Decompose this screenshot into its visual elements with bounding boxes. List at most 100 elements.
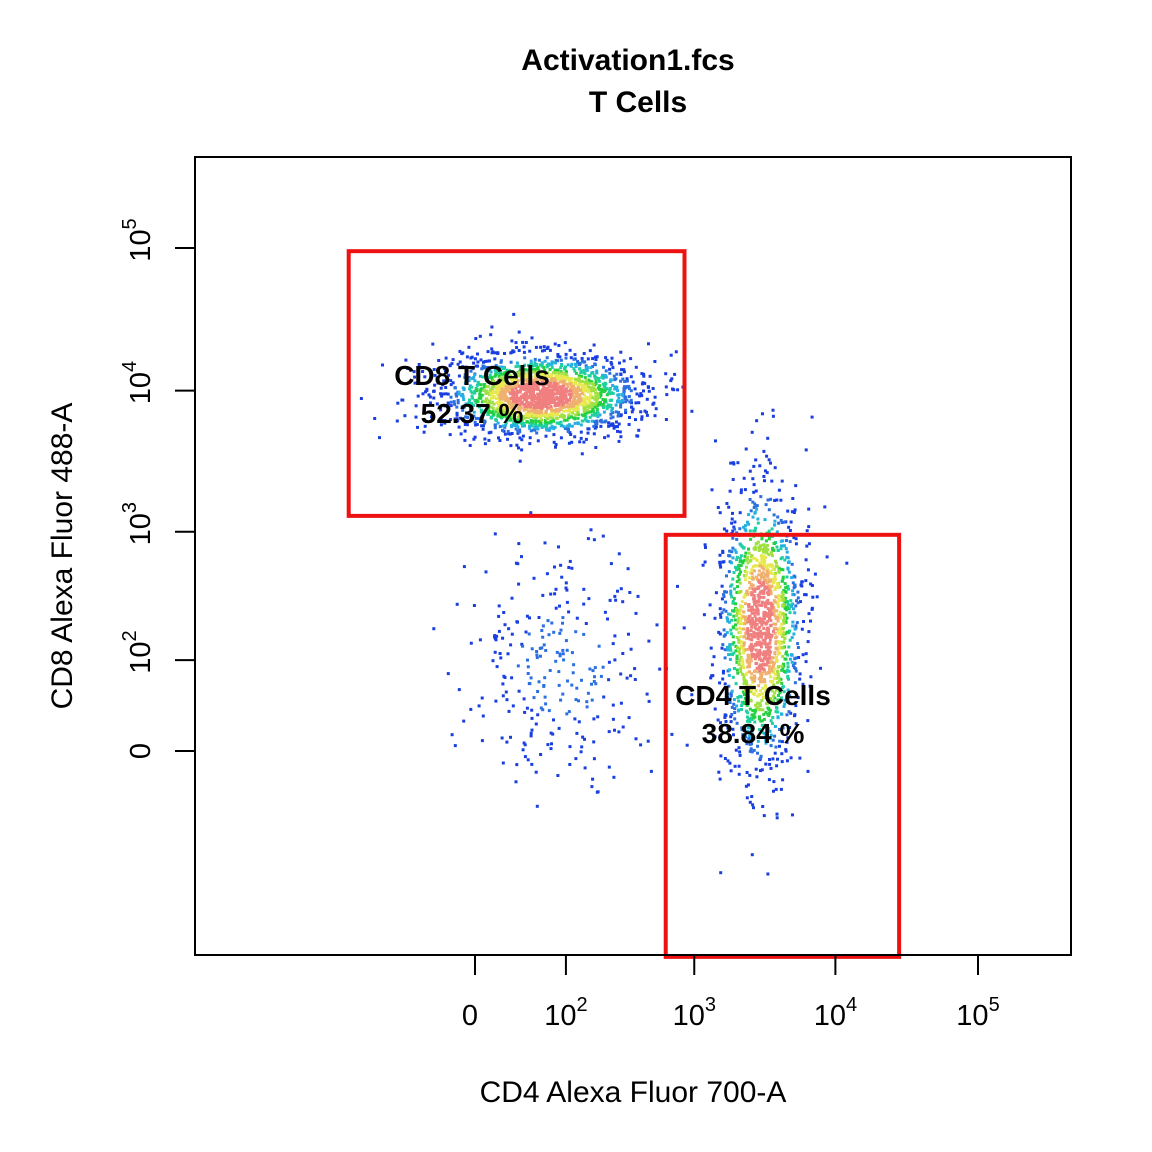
- data-point: [783, 582, 787, 586]
- x-tick-label: 0: [462, 1000, 478, 1032]
- data-point: [792, 586, 796, 590]
- data-point: [570, 651, 574, 655]
- data-point: [767, 553, 771, 557]
- data-point: [509, 735, 512, 739]
- data-point: [738, 560, 742, 563]
- data-point: [777, 694, 780, 697]
- data-point: [747, 522, 751, 526]
- data-point: [778, 628, 782, 631]
- data-point: [470, 385, 474, 389]
- data-point: [499, 360, 503, 364]
- data-point: [533, 361, 537, 365]
- data-point: [767, 508, 771, 512]
- data-point: [575, 616, 579, 620]
- data-point: [511, 388, 514, 392]
- data-point: [557, 545, 560, 549]
- gate-rectangle[interactable]: [663, 532, 902, 959]
- data-point: [433, 373, 437, 377]
- data-point: [785, 550, 789, 554]
- data-point: [761, 412, 764, 416]
- data-point: [747, 608, 751, 612]
- data-point: [616, 393, 620, 397]
- data-point: [579, 430, 583, 434]
- data-point: [481, 427, 485, 431]
- data-point: [414, 415, 418, 419]
- data-point: [576, 403, 580, 407]
- data-point: [764, 762, 768, 766]
- data-point: [789, 756, 793, 760]
- data-point: [758, 592, 762, 596]
- data-point: [528, 442, 532, 446]
- data-point: [454, 392, 458, 396]
- data-point: [762, 615, 766, 618]
- data-point: [731, 727, 735, 731]
- data-point: [598, 413, 602, 417]
- data-point: [503, 432, 507, 436]
- data-point: [787, 669, 791, 673]
- data-point: [550, 742, 553, 746]
- data-point: [760, 723, 764, 727]
- data-point: [568, 559, 572, 563]
- data-point: [570, 377, 573, 380]
- data-point: [722, 593, 726, 597]
- data-point: [535, 380, 539, 384]
- data-point: [522, 374, 526, 378]
- data-point: [554, 445, 557, 449]
- data-point: [740, 645, 744, 649]
- data-point: [603, 610, 607, 614]
- data-point: [559, 698, 563, 702]
- data-point: [767, 612, 771, 616]
- data-point: [582, 369, 586, 372]
- data-point: [637, 401, 641, 405]
- data-point: [758, 561, 762, 565]
- data-point: [568, 763, 572, 766]
- data-point: [517, 582, 521, 586]
- plot-frame: [194, 156, 1072, 956]
- data-point: [534, 419, 538, 423]
- data-point: [762, 650, 766, 654]
- data-point: [533, 403, 537, 407]
- data-point: [627, 632, 630, 636]
- data-point: [655, 623, 659, 627]
- data-point: [669, 379, 673, 383]
- data-point: [765, 645, 768, 649]
- data-point: [584, 378, 588, 382]
- data-point: [618, 361, 621, 365]
- data-point: [781, 778, 785, 782]
- data-point: [624, 408, 628, 412]
- data-point: [621, 398, 624, 402]
- data-point: [489, 415, 493, 419]
- gate-rectangle[interactable]: [346, 249, 687, 518]
- data-point: [604, 382, 608, 386]
- data-point: [769, 719, 773, 723]
- data-point: [476, 360, 480, 364]
- data-point: [749, 509, 753, 513]
- data-point: [796, 590, 800, 594]
- data-point: [658, 667, 662, 671]
- data-point: [590, 682, 593, 686]
- data-point: [732, 597, 736, 601]
- data-point: [778, 739, 782, 743]
- data-point: [779, 614, 783, 618]
- data-point: [423, 375, 427, 379]
- data-point: [780, 627, 784, 631]
- data-point: [457, 392, 461, 396]
- data-point: [800, 580, 804, 584]
- data-point: [463, 423, 467, 426]
- data-point: [556, 774, 560, 777]
- data-point: [602, 410, 606, 414]
- data-point: [560, 364, 564, 367]
- data-point: [481, 375, 485, 379]
- data-point: [747, 617, 751, 621]
- data-point: [576, 384, 580, 388]
- data-point: [605, 407, 609, 411]
- data-point: [570, 440, 574, 444]
- data-point: [759, 679, 763, 683]
- data-point: [759, 754, 763, 758]
- data-point: [735, 555, 739, 559]
- data-point: [554, 403, 558, 407]
- data-point: [537, 424, 541, 428]
- gate-percent: 52.37 %: [421, 398, 524, 429]
- data-point: [453, 386, 457, 390]
- data-point: [760, 537, 764, 541]
